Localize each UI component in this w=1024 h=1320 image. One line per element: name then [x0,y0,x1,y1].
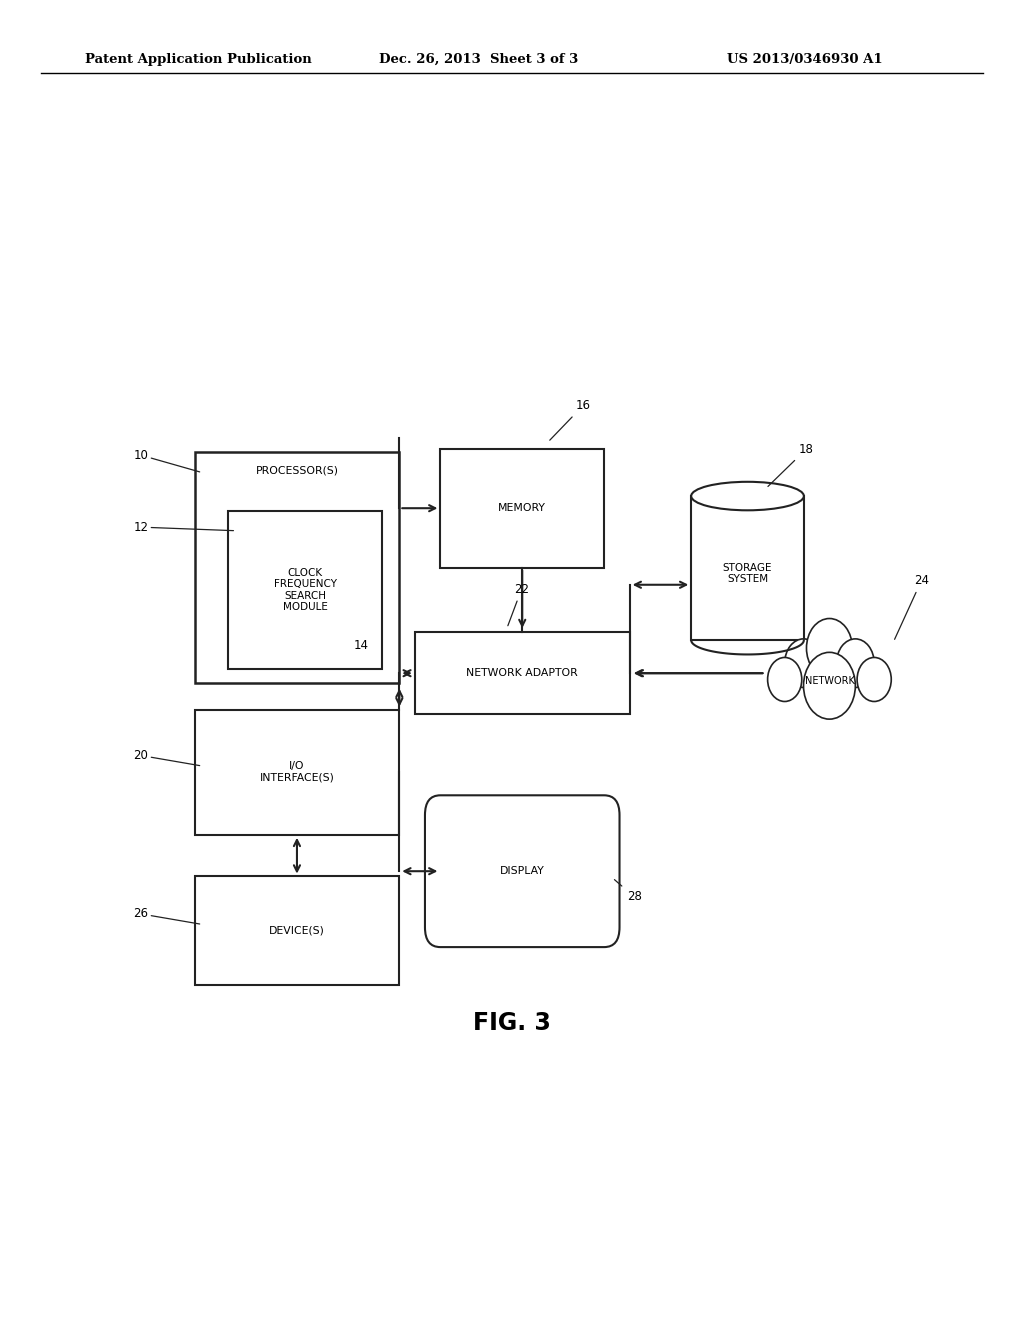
Text: 20: 20 [133,748,200,766]
Text: 12: 12 [133,520,233,533]
Text: 18: 18 [768,442,814,487]
Text: 26: 26 [133,907,200,924]
Text: 28: 28 [614,879,642,903]
Circle shape [768,657,802,701]
Ellipse shape [691,482,804,511]
Text: Dec. 26, 2013  Sheet 3 of 3: Dec. 26, 2013 Sheet 3 of 3 [379,53,579,66]
Bar [440,449,604,568]
Bar [691,496,804,640]
Text: 22: 22 [508,582,529,626]
Text: STORAGE
SYSTEM: STORAGE SYSTEM [723,562,772,585]
FancyBboxPatch shape [425,795,620,948]
Bar [195,876,399,985]
Circle shape [807,619,852,677]
Bar [195,453,399,684]
Text: DEVICE(S): DEVICE(S) [269,925,325,936]
Text: 24: 24 [895,574,929,639]
Bar [195,710,399,836]
Bar [415,632,630,714]
Text: DISPLAY: DISPLAY [500,866,545,876]
Bar [228,511,382,669]
Text: NETWORK ADAPTOR: NETWORK ADAPTOR [466,668,579,678]
Text: 14: 14 [353,639,369,652]
Circle shape [804,652,855,719]
Text: 10: 10 [133,449,200,473]
Circle shape [857,657,891,701]
Text: FIG. 3: FIG. 3 [473,1011,551,1035]
Text: PROCESSOR(S): PROCESSOR(S) [255,466,339,475]
Text: CLOCK
FREQUENCY
SEARCH
MODULE: CLOCK FREQUENCY SEARCH MODULE [273,568,337,612]
Text: MEMORY: MEMORY [499,503,546,513]
Text: Patent Application Publication: Patent Application Publication [85,53,311,66]
Text: 16: 16 [550,399,591,440]
Circle shape [837,639,874,688]
Text: US 2013/0346930 A1: US 2013/0346930 A1 [727,53,883,66]
Text: I/O
INTERFACE(S): I/O INTERFACE(S) [259,762,335,783]
Text: NETWORK: NETWORK [805,676,854,685]
Circle shape [784,639,822,688]
